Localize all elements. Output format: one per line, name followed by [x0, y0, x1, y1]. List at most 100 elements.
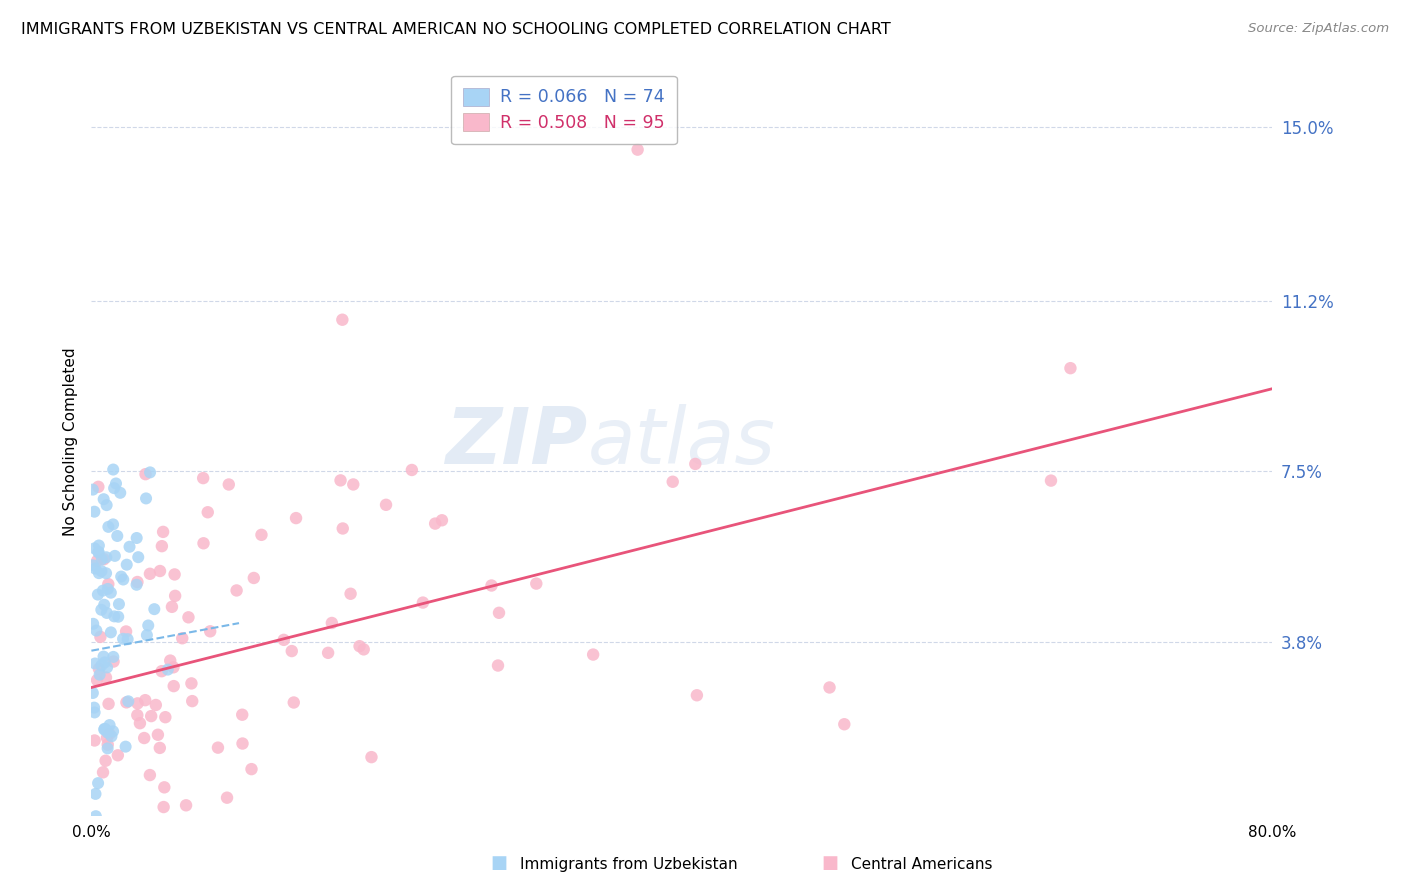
Point	[283, 696, 305, 710]
Point	[127, 697, 149, 711]
Point	[94, 671, 117, 685]
Point	[93, 492, 115, 507]
Point	[149, 740, 172, 755]
Point	[207, 740, 229, 755]
Point	[193, 471, 215, 485]
Point	[135, 491, 157, 506]
Point	[225, 583, 247, 598]
Point	[129, 716, 152, 731]
Point	[96, 606, 118, 620]
Point	[136, 618, 159, 632]
Text: ■: ■	[491, 855, 508, 872]
Point	[339, 587, 361, 601]
Point	[83, 541, 105, 556]
Point	[83, 505, 105, 519]
Point	[150, 664, 173, 678]
Point	[353, 642, 375, 657]
Point	[153, 780, 176, 795]
Point	[218, 477, 240, 491]
Point	[105, 529, 128, 543]
Point	[401, 463, 423, 477]
Point	[100, 729, 122, 743]
Point	[103, 649, 125, 664]
Point	[112, 573, 135, 587]
Point	[177, 610, 200, 624]
Point	[215, 790, 238, 805]
Point	[163, 567, 186, 582]
Point	[83, 700, 105, 714]
Point	[332, 521, 354, 535]
Point	[91, 765, 114, 780]
Point	[103, 462, 125, 476]
Point	[1059, 361, 1081, 376]
Point	[481, 578, 503, 592]
Point	[82, 558, 104, 573]
Point	[486, 658, 509, 673]
Point	[110, 569, 132, 583]
Point	[163, 679, 186, 693]
Point	[96, 660, 118, 674]
Point	[412, 596, 434, 610]
Point	[97, 520, 120, 534]
Point	[316, 646, 339, 660]
Point	[134, 693, 156, 707]
Point	[115, 695, 138, 709]
Point	[139, 566, 162, 581]
Point	[86, 624, 108, 638]
Point	[152, 800, 174, 814]
Point	[243, 571, 266, 585]
Point	[156, 663, 179, 677]
Point	[181, 694, 204, 708]
Point	[115, 624, 138, 639]
Point	[117, 694, 139, 708]
Point	[104, 549, 127, 563]
Point	[90, 564, 112, 578]
Point	[103, 609, 125, 624]
Point	[83, 733, 105, 747]
Point	[86, 554, 108, 568]
Point	[84, 657, 107, 671]
Point	[582, 648, 605, 662]
Point	[285, 511, 308, 525]
Point	[149, 564, 172, 578]
Point	[110, 485, 132, 500]
Point	[83, 706, 105, 720]
Point	[250, 528, 273, 542]
Legend: R = 0.066   N = 74, R = 0.508   N = 95: R = 0.066 N = 74, R = 0.508 N = 95	[451, 76, 676, 145]
Point	[94, 754, 117, 768]
Point	[84, 787, 107, 801]
Point	[93, 723, 115, 737]
Point	[96, 550, 118, 565]
Point	[87, 662, 110, 676]
Point	[329, 474, 352, 488]
Point	[146, 728, 169, 742]
Point	[93, 722, 115, 736]
Point	[198, 624, 221, 639]
Point	[197, 505, 219, 519]
Point	[97, 725, 120, 739]
Point	[82, 483, 104, 497]
Point	[90, 603, 112, 617]
Point	[93, 656, 115, 670]
Point	[685, 457, 707, 471]
Point	[193, 536, 215, 550]
Point	[101, 724, 124, 739]
Text: ■: ■	[821, 855, 838, 872]
Point	[87, 545, 110, 559]
Point	[112, 632, 135, 646]
Text: Source: ZipAtlas.com: Source: ZipAtlas.com	[1249, 22, 1389, 36]
Point	[84, 561, 107, 575]
Point	[127, 708, 149, 723]
Point	[159, 654, 181, 668]
Point	[134, 731, 156, 745]
Point	[86, 673, 108, 688]
Point	[139, 768, 162, 782]
Point	[108, 597, 131, 611]
Point	[832, 717, 855, 731]
Point	[162, 660, 184, 674]
Point	[90, 552, 112, 566]
Point	[686, 688, 709, 702]
Point	[103, 655, 125, 669]
Point	[231, 737, 253, 751]
Point	[165, 589, 187, 603]
